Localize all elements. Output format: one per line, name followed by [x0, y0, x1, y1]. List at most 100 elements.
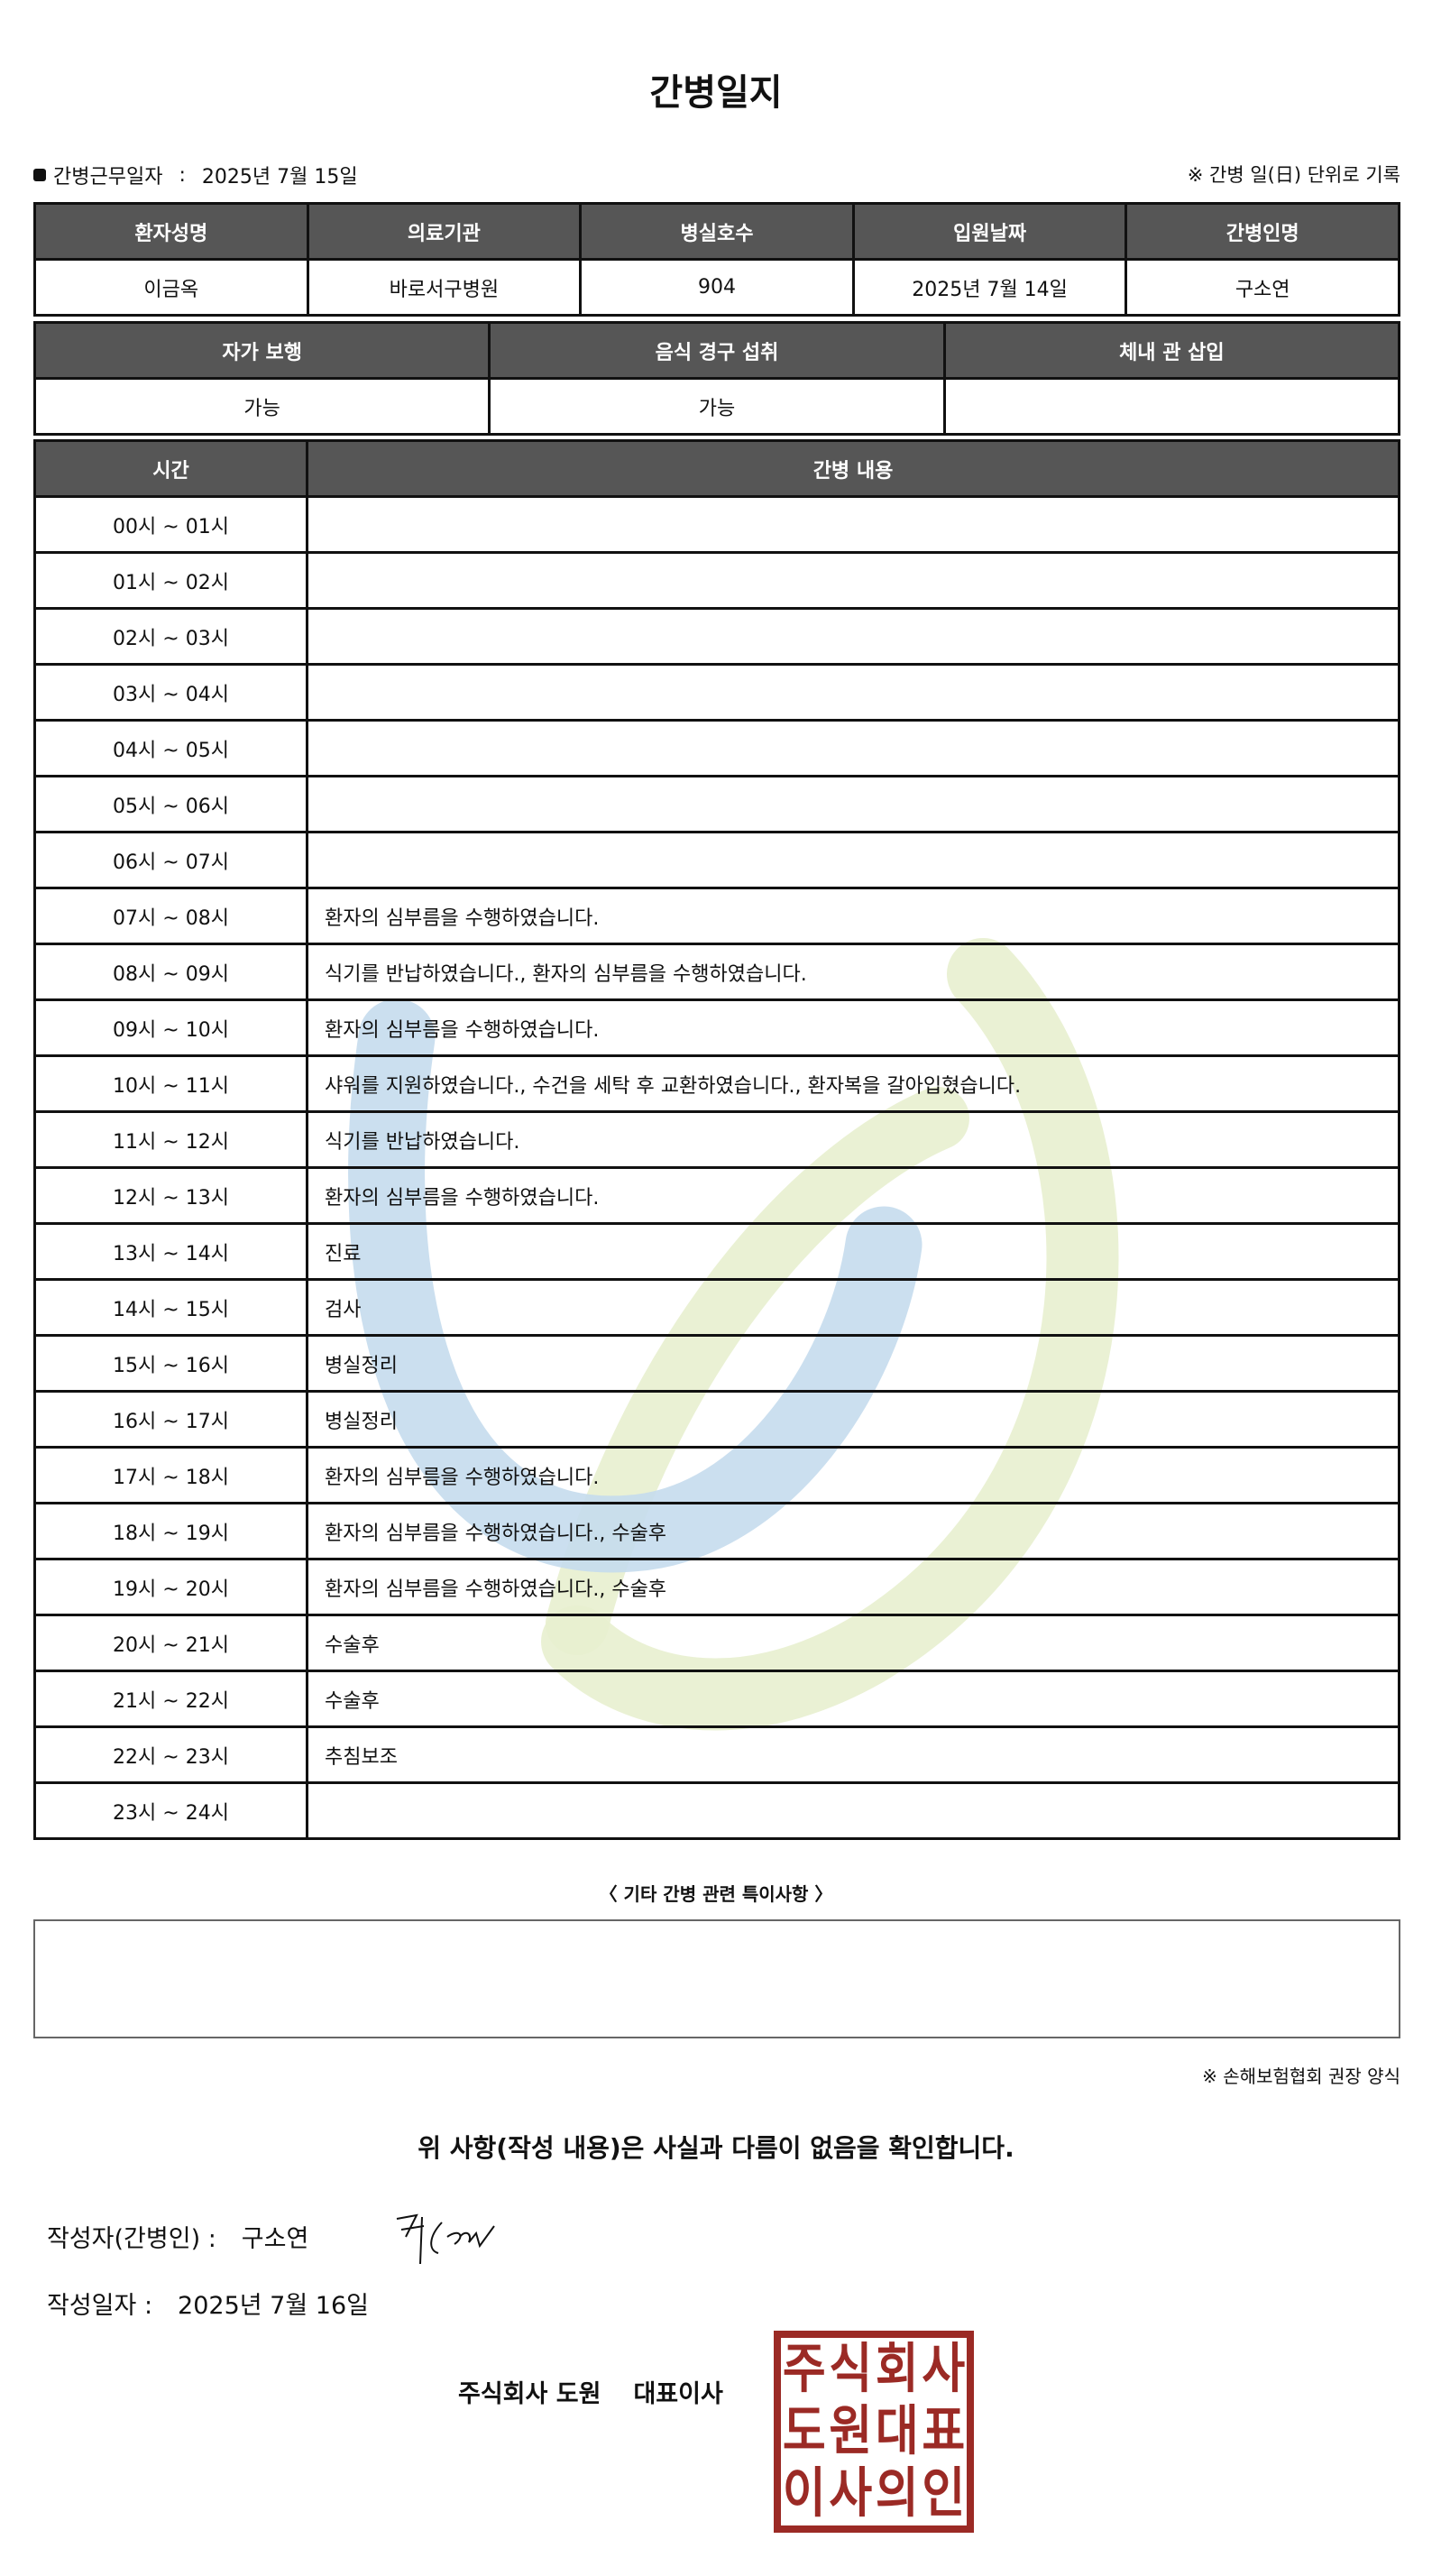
table-row: 20시 ~ 21시 수술후: [33, 1614, 1400, 1672]
header-tube: 체내 관 삽입: [942, 321, 1401, 380]
care-content: [306, 1781, 1400, 1840]
time-slot: 07시 ~ 08시: [33, 887, 308, 945]
table-row: 19시 ~ 20시 환자의 심부름을 수행하였습니다., 수술후: [33, 1558, 1400, 1616]
care-content: 환자의 심부름을 수행하였습니다.: [306, 887, 1400, 945]
time-slot: 00시 ~ 01시: [33, 495, 308, 554]
header-walking: 자가 보행: [32, 321, 491, 380]
care-content: 환자의 심부름을 수행하였습니다.: [306, 998, 1400, 1057]
table-row: 17시 ~ 18시 환자의 심부름을 수행하였습니다.: [33, 1446, 1400, 1504]
time-slot: 16시 ~ 17시: [33, 1390, 308, 1449]
patient-status-table: 자가 보행 음식 경구 섭취 체내 관 삽입 가능 가능: [32, 321, 1401, 436]
time-slot: 11시 ~ 12시: [33, 1110, 308, 1169]
table-row: 08시 ~ 09시 식기를 반납하였습니다., 환자의 심부름을 수행하였습니다.: [33, 943, 1400, 1001]
stamp-character: 사: [922, 2338, 966, 2401]
care-content: 샤워를 지원하였습니다., 수건을 세탁 후 교환하였습니다., 환자복을 갈아…: [306, 1054, 1400, 1113]
table-row: 21시 ~ 22시 수술후: [33, 1670, 1400, 1728]
stamp-character: 이: [782, 2462, 826, 2525]
header-oral-intake: 음식 경구 섭취: [488, 321, 946, 380]
confirmation-statement: 위 사항(작성 내용)은 사실과 다름이 없음을 확인합니다.: [418, 2133, 1014, 2163]
ceo-title: 대표이사: [633, 2380, 723, 2408]
table-row: 23시 ~ 24시: [33, 1781, 1400, 1840]
stamp-character: 표: [922, 2400, 966, 2463]
care-content: 환자의 심부름을 수행하였습니다., 수술후: [306, 1558, 1400, 1616]
table-row: 00시 ~ 01시: [33, 495, 1400, 554]
care-content: [306, 719, 1400, 777]
header-row: 시간 간병 내용: [33, 439, 1400, 498]
tube-value: [942, 377, 1401, 436]
table-row: 10시 ~ 11시 샤워를 지원하였습니다., 수건을 세탁 후 교환하였습니다.…: [33, 1054, 1400, 1113]
header-patient-name: 환자성명: [33, 202, 309, 261]
time-slot: 08시 ~ 09시: [33, 943, 308, 1001]
unit-note: ※ 간병 일(日) 단위로 기록: [1187, 164, 1400, 186]
institution: 바로서구병원: [306, 258, 583, 317]
table-row: 01시 ~ 02시: [33, 551, 1400, 610]
caregiver-name: 구소연: [1124, 258, 1400, 317]
care-content: [306, 551, 1400, 610]
time-slot: 01시 ~ 02시: [33, 551, 308, 610]
patient-name: 이금옥: [33, 258, 309, 317]
care-content: 수술후: [306, 1670, 1400, 1728]
stamp-character: 회: [875, 2338, 919, 2401]
care-content: 병실정리: [306, 1390, 1400, 1449]
written-date-label: 작성일자 :: [47, 2292, 153, 2320]
header-institution: 의료기관: [306, 202, 583, 261]
care-content: 검사: [306, 1278, 1400, 1337]
time-slot: 22시 ~ 23시: [33, 1725, 308, 1784]
care-content: [306, 663, 1400, 722]
time-slot: 12시 ~ 13시: [33, 1166, 308, 1225]
stamp-character: 도: [782, 2400, 826, 2463]
stamp-character: 사: [829, 2462, 873, 2525]
care-content: 환자의 심부름을 수행하였습니다.: [306, 1166, 1400, 1225]
value-row: 이금옥 바로서구병원 904 2025년 7월 14일 구소연: [33, 258, 1400, 317]
oral-intake-value: 가능: [488, 377, 946, 436]
value-row: 가능 가능: [32, 377, 1401, 436]
patient-info-table: 환자성명 의료기관 병실호수 입원날짜 간병인명 이금옥 바로서구병원 904 …: [33, 202, 1400, 317]
care-content: 수술후: [306, 1614, 1400, 1672]
header-room: 병실호수: [579, 202, 855, 261]
table-row: 18시 ~ 19시 환자의 심부름을 수행하였습니다., 수술후: [33, 1502, 1400, 1560]
time-slot: 18시 ~ 19시: [33, 1502, 308, 1560]
time-slot: 14시 ~ 15시: [33, 1278, 308, 1337]
table-row: 07시 ~ 08시 환자의 심부름을 수행하였습니다.: [33, 887, 1400, 945]
time-slot: 09시 ~ 10시: [33, 998, 308, 1057]
room-number: 904: [579, 258, 855, 317]
stamp-character: 식: [829, 2338, 873, 2401]
table-row: 11시 ~ 12시 식기를 반납하였습니다.: [33, 1110, 1400, 1169]
table-row: 09시 ~ 10시 환자의 심부름을 수행하였습니다.: [33, 998, 1400, 1057]
written-date-value: 2025년 7월 16일: [178, 2292, 369, 2320]
writer-label: 작성자(간병인) :: [47, 2225, 216, 2253]
care-content: 추침보조: [306, 1725, 1400, 1784]
company-name: 주식회사 도원: [458, 2380, 601, 2408]
form-note: ※ 손해보험협회 권장 양식: [1202, 2065, 1400, 2087]
care-content: [306, 495, 1400, 554]
header-caregiver: 간병인명: [1124, 202, 1400, 261]
header-row: 환자성명 의료기관 병실호수 입원날짜 간병인명: [33, 202, 1400, 261]
written-date-line: 작성일자 : 2025년 7월 16일: [47, 2286, 369, 2321]
writer-name: 구소연: [241, 2225, 309, 2253]
care-content: 환자의 심부름을 수행하였습니다., 수술후: [306, 1502, 1400, 1560]
care-content: [306, 831, 1400, 889]
care-content: 식기를 반납하였습니다., 환자의 심부름을 수행하였습니다.: [306, 943, 1400, 1001]
care-content: 식기를 반납하였습니다.: [306, 1110, 1400, 1169]
time-slot: 17시 ~ 18시: [33, 1446, 308, 1504]
table-row: 13시 ~ 14시 진료: [33, 1222, 1400, 1281]
stamp-character: 의: [875, 2462, 919, 2525]
time-slot: 06시 ~ 07시: [33, 831, 308, 889]
table-row: 15시 ~ 16시 병실정리: [33, 1334, 1400, 1393]
table-row: 12시 ~ 13시 환자의 심부름을 수행하였습니다.: [33, 1166, 1400, 1225]
time-slot: 19시 ~ 20시: [33, 1558, 308, 1616]
work-date: 간병근무일자 : 2025년 7월 15일: [33, 161, 358, 189]
header-time: 시간: [33, 439, 308, 498]
care-content: [306, 775, 1400, 833]
time-slot: 13시 ~ 14시: [33, 1222, 308, 1281]
special-notes-box: [33, 1919, 1400, 2038]
stamp-character: 인: [922, 2462, 966, 2525]
handwritten-signature: [396, 2213, 495, 2265]
stamp-character: 원: [829, 2400, 873, 2463]
header-content: 간병 내용: [306, 439, 1400, 498]
care-content: 환자의 심부름을 수행하였습니다.: [306, 1446, 1400, 1504]
special-notes-label: 〈 기타 간병 관련 특이사항 〉: [599, 1883, 833, 1905]
table-row: 22시 ~ 23시 추침보조: [33, 1725, 1400, 1784]
time-slot: 03시 ~ 04시: [33, 663, 308, 722]
